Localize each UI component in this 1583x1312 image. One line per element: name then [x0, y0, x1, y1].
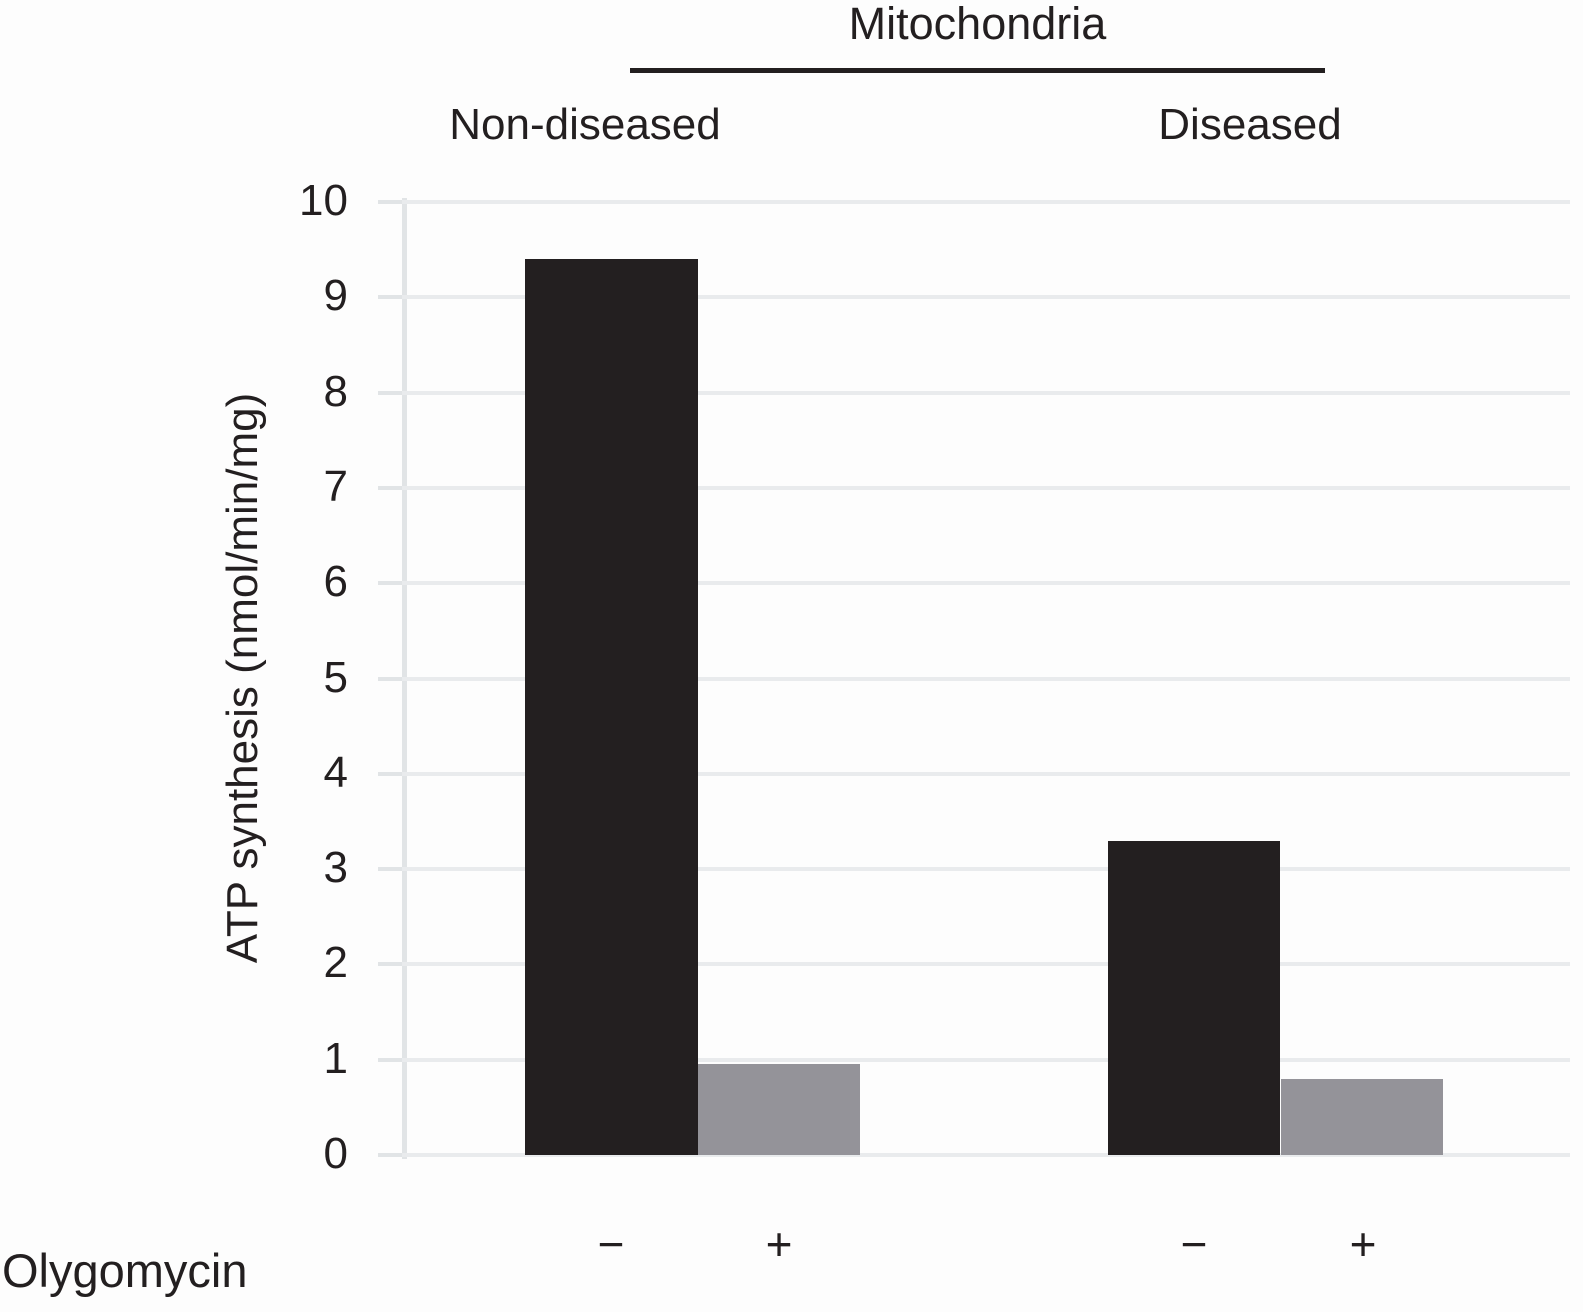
y-tick-mark-3 — [378, 867, 402, 872]
plot-area — [402, 200, 1570, 1157]
y-tick-label-9: 9 — [323, 271, 348, 321]
y-tick-mark-2 — [378, 962, 402, 967]
y-tick-label-5: 5 — [323, 652, 348, 702]
y-tick-mark-9 — [378, 295, 402, 300]
y-tick-mark-4 — [378, 771, 402, 776]
y-tick-label-2: 2 — [323, 938, 348, 988]
gridline-7 — [402, 485, 1570, 490]
y-tick-label-8: 8 — [323, 366, 348, 416]
group-label-diseased: Diseased — [1158, 100, 1342, 149]
gridline-3 — [402, 867, 1570, 872]
y-tick-mark-6 — [378, 581, 402, 586]
olygomycin-sign-diseased-plus: + — [1349, 1218, 1377, 1270]
y-tick-label-3: 3 — [323, 843, 348, 893]
y-tick-mark-7 — [378, 485, 402, 490]
y-tick-label-7: 7 — [323, 461, 348, 511]
y-tick-label-0: 0 — [323, 1129, 348, 1178]
gridline-2 — [402, 962, 1570, 967]
olygomycin-sign-diseased-minus: − — [1180, 1218, 1208, 1270]
y-tick-mark-10 — [378, 200, 402, 204]
y-tick-label-6: 6 — [323, 557, 348, 607]
gridline-10 — [402, 200, 1570, 204]
olygomycin-sign-non-diseased-plus: + — [765, 1218, 793, 1270]
title-underline — [630, 68, 1325, 73]
bar-non-diseased-minus — [525, 259, 698, 1155]
y-tick-mark-8 — [378, 390, 402, 395]
gridline-9 — [402, 295, 1570, 300]
gridline-6 — [402, 581, 1570, 586]
chart-title: Mitochondria — [848, 0, 1107, 49]
gridline-5 — [402, 676, 1570, 681]
bar-diseased-minus — [1108, 841, 1280, 1155]
group-label-non-diseased: Non-diseased — [449, 100, 721, 149]
olygomycin-row-label: Olygomycin — [2, 1244, 248, 1297]
y-tick-label-10: 10 — [299, 176, 348, 225]
gridline-4 — [402, 771, 1570, 776]
gridline-1 — [402, 1057, 1570, 1062]
y-tick-label-4: 4 — [323, 747, 348, 797]
bar-non-diseased-plus — [698, 1064, 860, 1155]
y-tick-label-1: 1 — [323, 1033, 348, 1083]
gridline-8 — [402, 390, 1570, 395]
olygomycin-sign-non-diseased-minus: − — [597, 1218, 625, 1270]
y-tick-mark-0 — [378, 1153, 402, 1157]
gridline-0 — [402, 1153, 1570, 1157]
y-tick-mark-5 — [378, 676, 402, 681]
bar-diseased-plus — [1281, 1079, 1443, 1155]
y-tick-mark-1 — [378, 1057, 402, 1062]
